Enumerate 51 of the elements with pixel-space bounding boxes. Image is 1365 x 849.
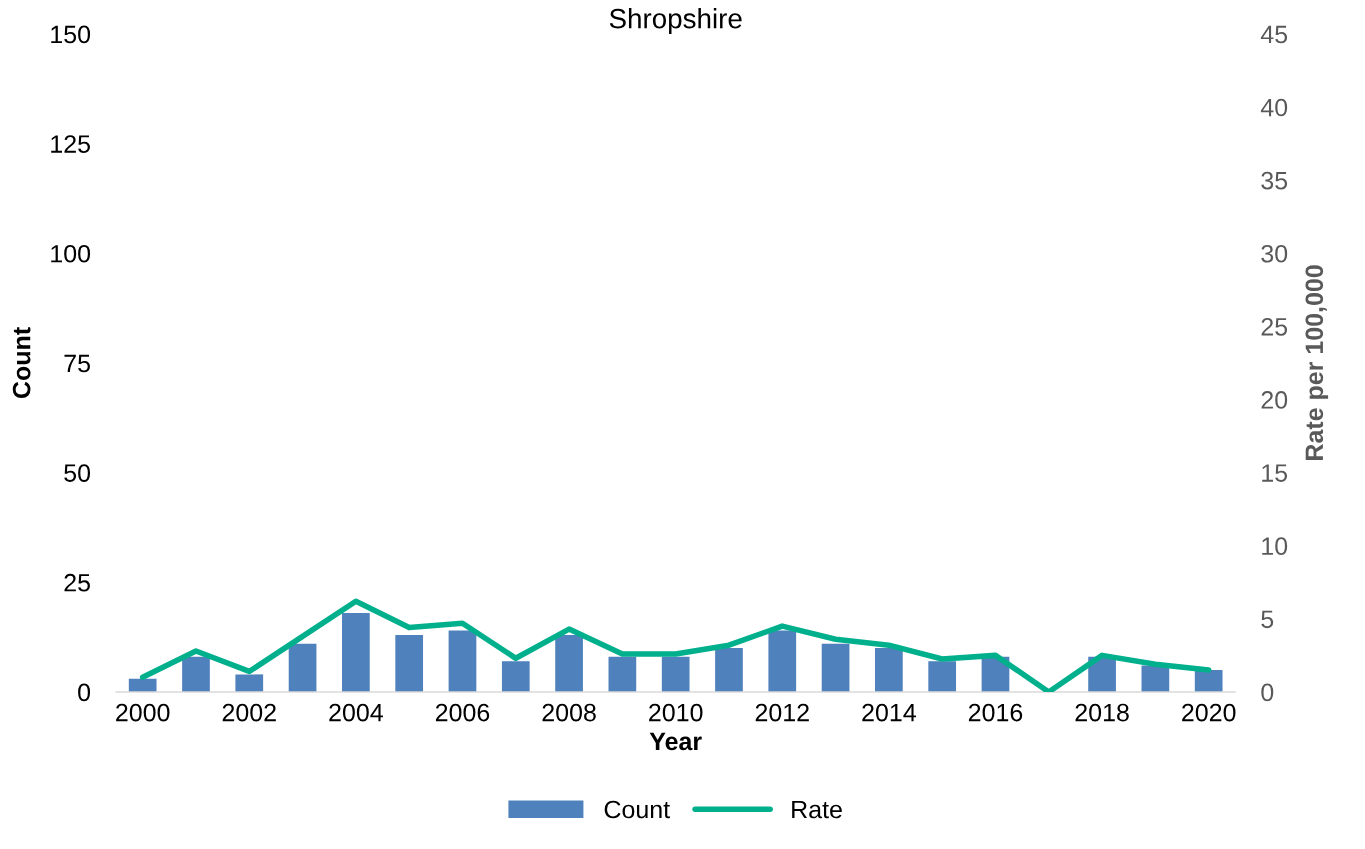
y2-tick-label: 0 [1261,683,1274,702]
x-tick-label: 2008 [542,703,596,722]
x-tick-label: 2020 [1182,703,1236,722]
legend-label: Rate [792,800,842,819]
y-tick-label: 25 [64,573,90,592]
y2-tick-label: 45 [1260,25,1288,44]
y2-axis-title: Rate per 100,000 [1305,265,1329,460]
y2-tick-label: 30 [1261,244,1288,263]
x-tick-label: 2002 [222,703,276,722]
bar [448,630,477,692]
y2-tick-label: 10 [1262,537,1288,556]
x-tick-label: 2016 [968,703,1023,722]
bar [342,612,370,692]
y2-tick-label: 15 [1262,464,1288,482]
y-tick-label: 150 [51,25,91,44]
bar [661,656,690,692]
x-tick-label: 2012 [755,703,809,722]
bar [235,674,264,692]
y2-tick-label: 35 [1261,171,1288,190]
bar [928,661,957,692]
bar [128,678,157,692]
y-tick-label: 100 [51,244,91,263]
y-axis-title: Count [12,327,31,399]
y2-tick-label: 5 [1261,610,1274,629]
y-tick-label: 50 [64,464,91,482]
x-tick-label: 2018 [1075,703,1129,722]
y2-tick-label: 25 [1261,317,1288,336]
y2-tick-label: 20 [1261,391,1288,409]
x-tick-label: 2000 [116,703,170,722]
bar [608,656,637,692]
x-tick-label: 2006 [435,703,490,722]
bar [875,648,903,692]
y-tick-label: 0 [78,683,91,702]
y-tick-label: 75 [64,354,90,373]
bar [288,643,317,692]
bar [768,630,797,692]
chart-title: Shropshire [609,8,742,34]
bar [555,634,583,692]
bar [821,643,850,692]
legend-label: Count [604,800,670,819]
y2-tick-label: 40 [1260,98,1288,117]
x-axis-title: Year [649,732,702,751]
bar [1194,670,1223,692]
bar [395,634,424,692]
x-tick-label: 2014 [862,703,916,722]
x-tick-label: 2010 [649,703,703,722]
bar [182,656,210,692]
x-tick-label: 2004 [329,703,383,722]
y-tick-label: 125 [51,135,90,153]
bar [501,661,530,692]
bar [715,648,743,692]
